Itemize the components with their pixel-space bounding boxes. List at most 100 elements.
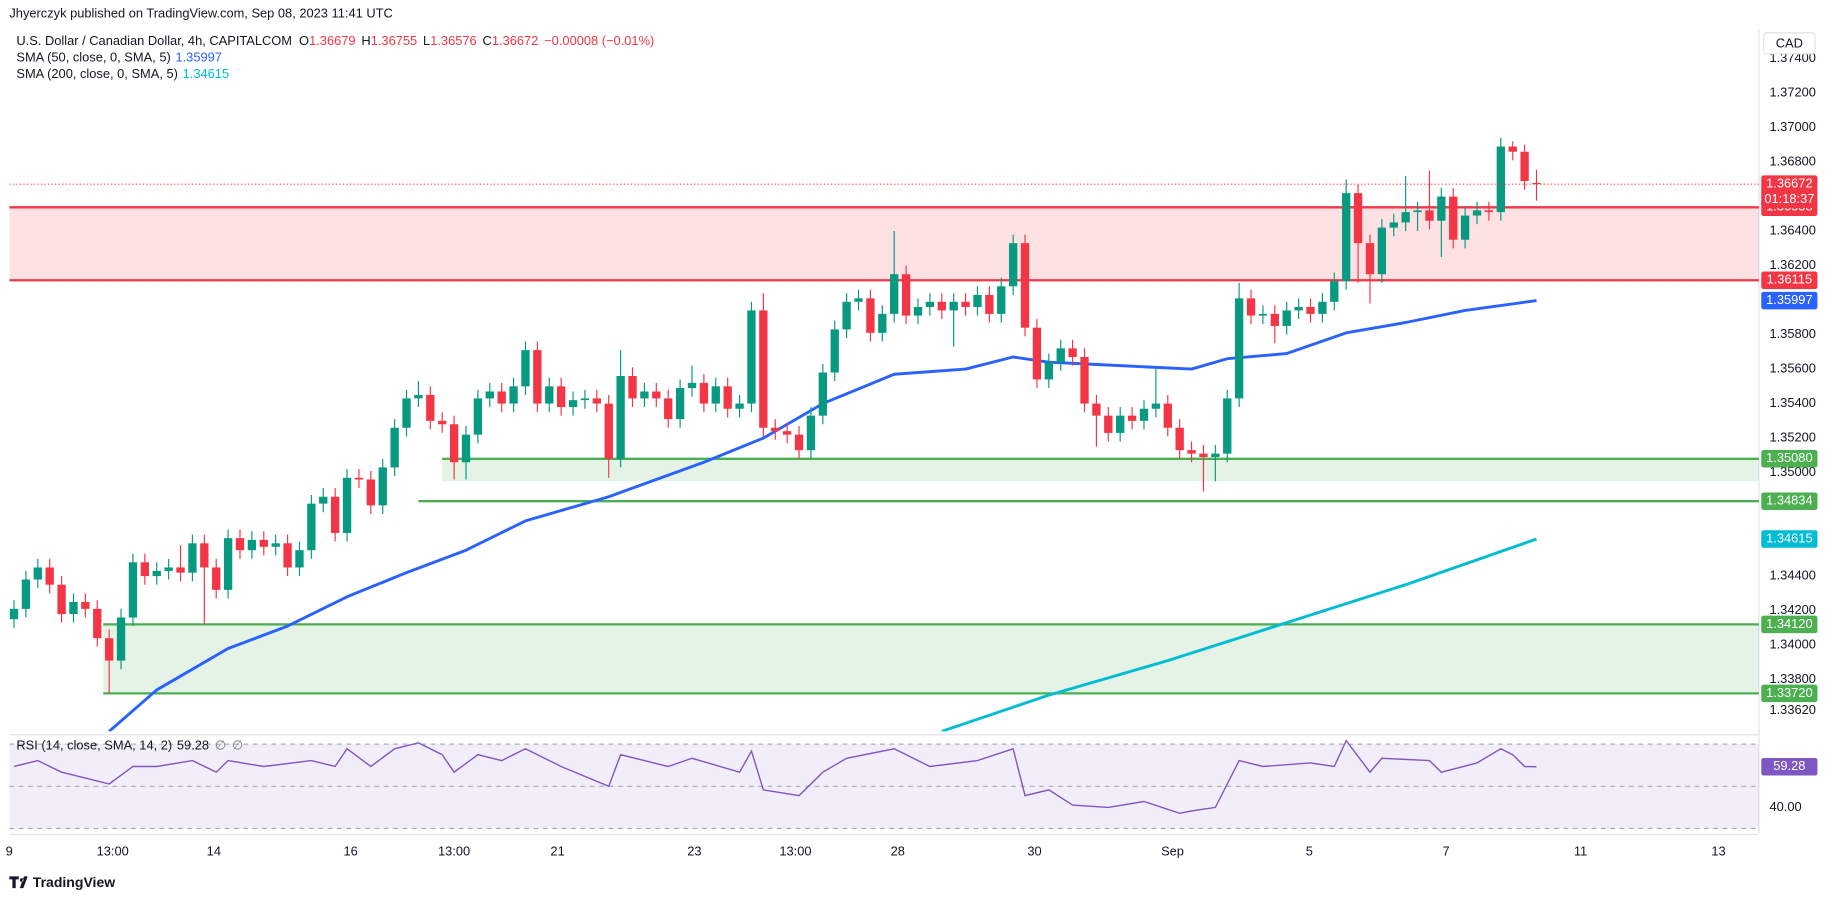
candle-body [1520,151,1529,182]
candle-body [1306,306,1315,314]
indicator-value: 1.35997 [175,50,221,65]
axes: 1.374001.372001.370001.368001.364001.362… [6,50,1818,858]
brand-name: TradingView [33,874,115,890]
rsi-line [13,739,1537,815]
candle-body [1223,398,1232,454]
candle-body [402,398,411,428]
candle-body [438,420,447,425]
candle-body [747,310,756,404]
candle-body [1151,403,1161,409]
candle-body [580,398,590,401]
y-tick-label: 1.35800 [1769,326,1815,341]
candle-body [497,391,506,404]
last-price-countdown: 01:18:37 [1764,191,1814,206]
candle-body [152,570,161,577]
candle-body [1460,215,1470,240]
candle-body [1365,243,1375,275]
x-tick-label: 16 [343,843,357,858]
candle-body [830,329,839,373]
candle-body [414,394,423,399]
rsi-extra: ∅ [215,738,226,753]
candle-body [9,608,19,620]
candle-body [842,301,851,330]
x-tick-label: 28 [891,843,905,858]
candle-body [1353,193,1363,244]
rsi-box [1761,757,1818,776]
y-tick-label: 1.34200 [1769,602,1815,617]
level-label: 1.36115 [1767,272,1813,287]
candle-body [45,567,54,585]
candle-body [1127,415,1137,421]
moving-average [108,299,1537,732]
candle-body [556,386,566,408]
candle-body [509,386,518,404]
candle-body [390,427,399,468]
rsi-legend: RSI (14, close, SMA, 14, 2) 59.28 ∅ ∅ [16,738,243,753]
candle-body [1508,146,1517,152]
candle-body [640,391,649,399]
candle-body [985,294,994,314]
x-tick-label: 30 [1027,843,1041,858]
candle-body [271,543,280,547]
ohlc-value: 1.36755 [371,34,417,49]
symbol: U.S. Dollar / Canadian Dollar, 4h, CAPIT… [16,34,292,49]
candle-body [247,539,257,551]
candle-body [485,391,494,399]
candle-body [1425,210,1434,221]
ohlc-value: 1.36576 [430,34,476,49]
currency-button-frame[interactable] [1763,32,1816,55]
candle-body [188,543,197,573]
candle-body [759,310,768,428]
candle-body [128,562,138,618]
candle-body [1211,453,1220,458]
candle-body [806,415,816,451]
zone [9,207,1759,281]
candle-body [782,431,792,435]
candle-body [1472,210,1482,216]
ohlc-value: 1.36679 [309,34,355,49]
currency-button[interactable]: CAD [1763,32,1816,55]
candle-body [212,567,221,590]
candle-body [949,301,958,311]
brand-logo [9,876,28,889]
candle-body [33,567,42,580]
x-tick-label: Sep [1161,843,1184,858]
candle-body [473,398,483,435]
candle-body [568,400,578,408]
candle-body [461,434,471,463]
x-tick-label: 13:00 [779,843,811,858]
candle-body [652,391,661,399]
candle-body [604,403,613,459]
candle-body [771,427,780,432]
x-tick-label: 13:00 [438,843,470,858]
candle-body [1258,313,1268,316]
indicator-legend: SMA (200, close, 0, SMA, 5) 1.34615 [16,66,229,81]
candle-body [1234,298,1244,399]
x-tick-label: 11 [1574,843,1587,858]
moving-average [941,537,1537,732]
candle-body [1389,222,1398,228]
y-tick-label: 1.33620 [1769,702,1815,717]
candle-body [521,350,530,387]
x-tick-label: 14 [207,843,221,858]
candle-body [307,503,316,551]
zone [103,624,1759,694]
candle-body [449,424,459,463]
candle-body [854,298,863,302]
candle-body [116,617,126,661]
candle-body [354,477,364,480]
candle-body [200,543,209,568]
currency-label[interactable]: CAD [1776,35,1803,50]
candle-body [913,306,923,316]
x-tick-label: 9 [6,843,13,858]
rsi-pane [9,739,1759,830]
candle-body [93,608,102,639]
candle-body [176,567,185,573]
level-box [1761,684,1818,703]
y-tick-label: 1.36800 [1769,153,1815,168]
candle-body [1330,281,1339,302]
candle-body [1401,212,1410,223]
y-tick-label: 1.35400 [1769,395,1815,410]
candle-body [1056,348,1065,363]
